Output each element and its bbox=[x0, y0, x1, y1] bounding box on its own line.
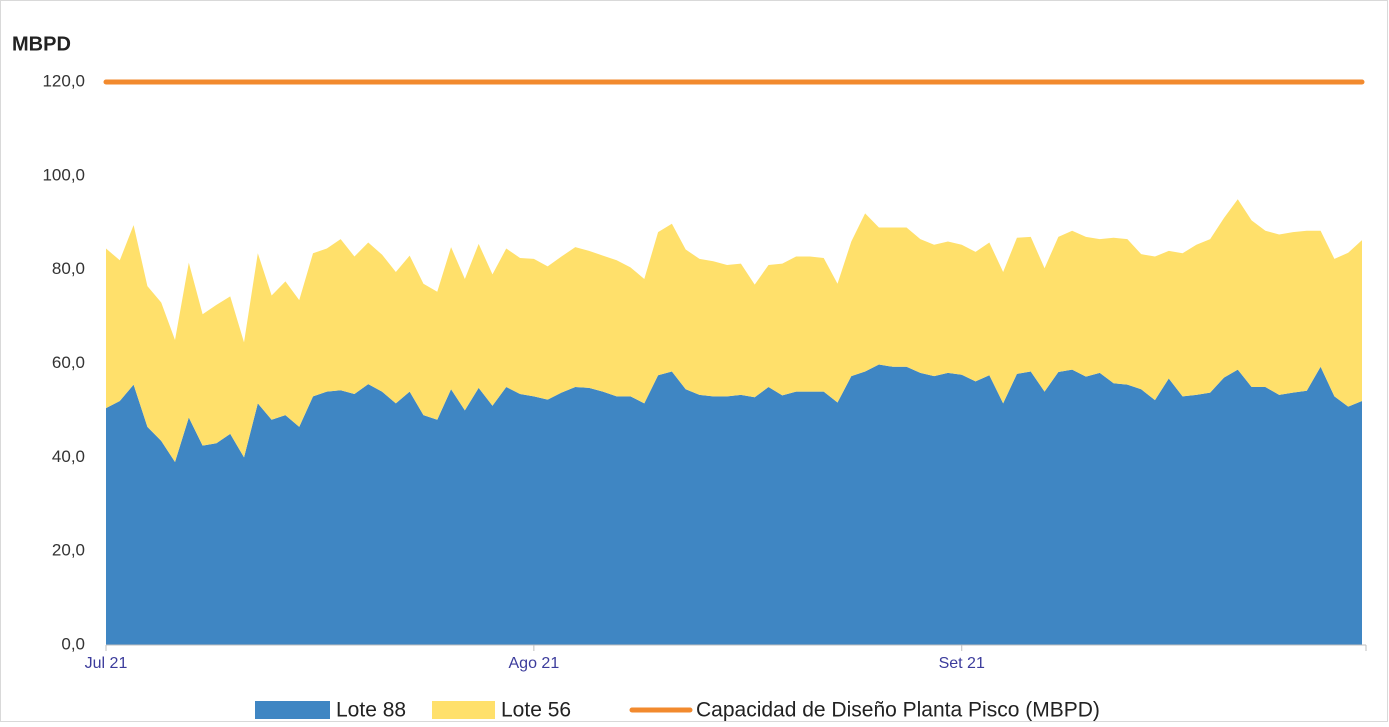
y-tick-label: 120,0 bbox=[42, 71, 85, 90]
y-axis-label: MBPD bbox=[12, 33, 71, 55]
legend-label: Capacidad de Diseño Planta Pisco (MBPD) bbox=[696, 699, 1100, 722]
area bbox=[106, 199, 1362, 463]
area bbox=[106, 364, 1362, 645]
legend-swatch bbox=[432, 701, 495, 719]
x-tick-label: Set 21 bbox=[939, 655, 985, 672]
legend-label: Lote 88 bbox=[336, 699, 406, 722]
y-tick-label: 80,0 bbox=[52, 259, 85, 278]
x-tick-label: Ago 21 bbox=[509, 655, 560, 672]
y-tick-label: 20,0 bbox=[52, 541, 85, 560]
legend-swatch bbox=[255, 701, 330, 719]
legend-label: Lote 56 bbox=[501, 699, 571, 722]
y-tick-label: 100,0 bbox=[42, 165, 85, 184]
x-tick-label: Jul 21 bbox=[85, 655, 128, 672]
y-tick-label: 0,0 bbox=[61, 634, 85, 653]
y-tick-label: 40,0 bbox=[52, 447, 85, 466]
y-tick-label: 60,0 bbox=[52, 353, 85, 372]
